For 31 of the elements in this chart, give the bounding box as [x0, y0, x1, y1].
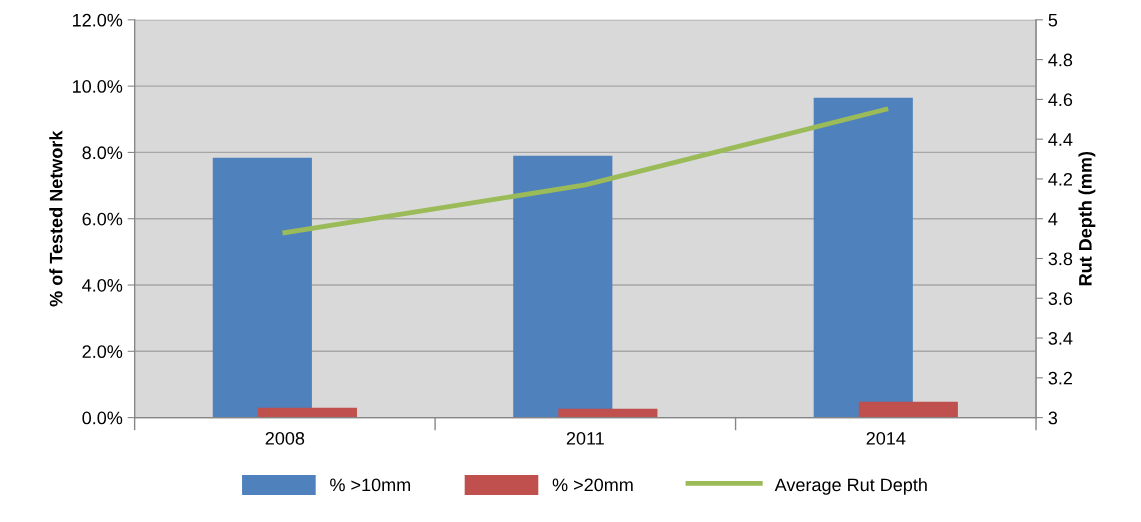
y2-tick-label: 4.2 — [1048, 172, 1073, 186]
y-tick-label: 6.0% — [82, 212, 123, 226]
y2-tick-label: 4.4 — [1048, 133, 1073, 146]
y2-tick-label: 3.4 — [1048, 331, 1073, 345]
y-tick-label: 8.0% — [82, 146, 123, 160]
bar — [513, 155, 613, 418]
y2-tick-label: 4 — [1048, 212, 1058, 226]
y-tick-label: 2.0% — [82, 345, 123, 359]
x-tick-label: 2011 — [566, 431, 604, 445]
y2-tick-label: 3 — [1048, 411, 1058, 425]
bar — [813, 97, 913, 418]
y-tick-label: 4.0% — [82, 278, 123, 292]
y2-tick-label: 5 — [1048, 13, 1058, 27]
y2-axis-title: Rut Depth (mm) — [1078, 151, 1096, 286]
y-tick-label: 10.0% — [73, 80, 123, 93]
y2-tick-label: 3.6 — [1048, 292, 1073, 305]
bar — [257, 407, 357, 418]
y-tick-label: 0.0% — [82, 411, 123, 425]
y-axis-title: % of Tested Network — [49, 130, 63, 307]
y-tick-label: 12.0% — [73, 13, 123, 27]
legend-label: % >20mm — [552, 478, 633, 492]
x-tick-label: 2014 — [866, 431, 906, 445]
legend-label: % >10mm — [330, 478, 411, 492]
y2-tick-label: 4.6 — [1048, 93, 1073, 107]
y2-tick-label: 4.8 — [1048, 53, 1073, 67]
y2-tick-label: 3.8 — [1048, 252, 1073, 266]
legend-label: Average Rut Depth — [774, 477, 927, 495]
y2-tick-label: 3.2 — [1048, 371, 1073, 385]
bar — [858, 401, 958, 418]
bar — [212, 157, 312, 418]
x-tick-label: 2008 — [265, 431, 305, 445]
